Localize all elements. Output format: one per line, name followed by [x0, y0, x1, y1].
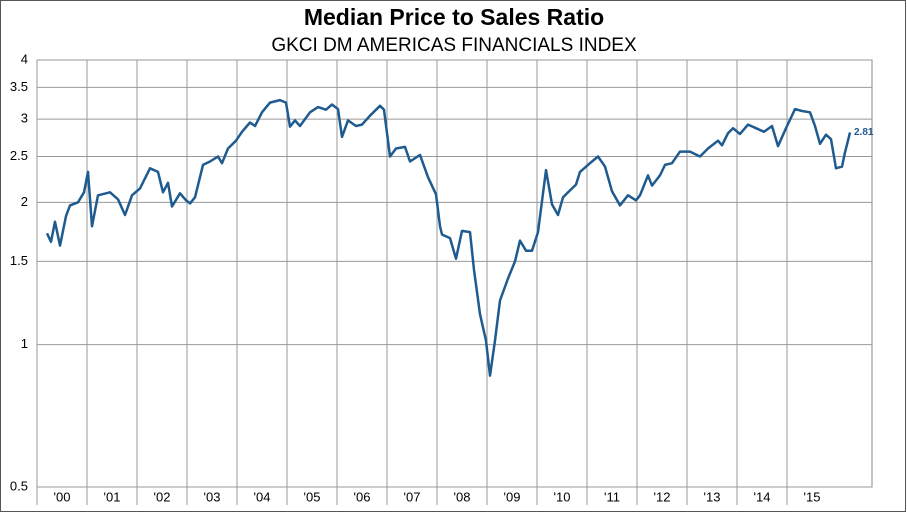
- x-tick-label: '12: [654, 489, 671, 504]
- x-tick-label: '03: [204, 489, 221, 504]
- y-tick-label: 1: [21, 336, 28, 351]
- y-tick-label: 3: [21, 111, 28, 126]
- x-tick-label: '01: [104, 489, 121, 504]
- x-tick-label: '11: [604, 489, 620, 504]
- x-tick-label: '14: [754, 489, 771, 504]
- x-tick-label: '00: [54, 489, 71, 504]
- chart-title: Median Price to Sales Ratio: [304, 4, 604, 30]
- x-tick-label: '15: [804, 489, 821, 504]
- x-tick-label: '10: [554, 489, 571, 504]
- y-tick-label: 3.5: [10, 79, 28, 94]
- x-tick-label: '08: [454, 489, 471, 504]
- x-tick-label: '04: [254, 489, 271, 504]
- data-line: [45, 98, 852, 377]
- x-tick-label: '13: [704, 489, 721, 504]
- x-tick-label: '07: [404, 489, 421, 504]
- x-tick-label: '05: [304, 489, 321, 504]
- end-value-label: 2.81: [854, 127, 874, 138]
- y-tick-label: 2.5: [10, 148, 28, 163]
- y-tick-label: 4: [21, 51, 28, 66]
- y-tick-label: 1.5: [10, 253, 28, 268]
- chart-subtitle: GKCI DM AMERICAS FINANCIALS INDEX: [271, 35, 637, 56]
- x-tick-label: '02: [154, 489, 171, 504]
- y-tick-label: 2: [21, 194, 28, 209]
- x-tick-label: '09: [504, 489, 521, 504]
- y-tick-label: 0.5: [10, 478, 28, 493]
- x-tick-label: '06: [354, 489, 371, 504]
